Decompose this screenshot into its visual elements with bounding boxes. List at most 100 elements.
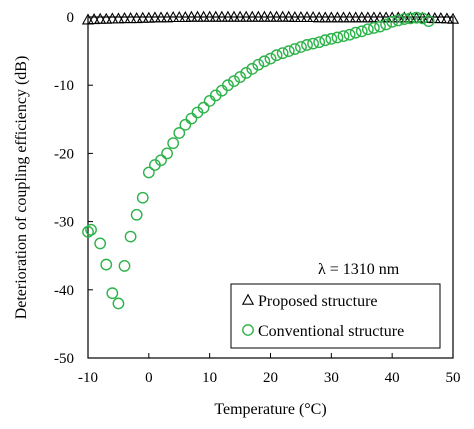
data-point-triangle xyxy=(142,11,155,23)
data-point-triangle xyxy=(100,12,113,24)
data-point-circle xyxy=(234,71,246,83)
data-point-circle xyxy=(313,36,326,49)
data-point-triangle xyxy=(209,10,222,22)
data-point-triangle xyxy=(282,10,295,22)
data-point-triangle xyxy=(118,12,131,24)
x-tick-label: -10 xyxy=(78,370,98,386)
y-axis-title: Deterioration of coupling efficiency (dB… xyxy=(13,56,30,320)
data-point-triangle xyxy=(361,11,374,23)
data-point-triangle xyxy=(112,12,125,24)
x-tick-label: 50 xyxy=(446,370,461,386)
data-point-circle xyxy=(142,166,155,179)
data-point-circle xyxy=(161,147,173,160)
x-tick-label: 30 xyxy=(324,370,339,386)
data-point-triangle xyxy=(313,11,326,23)
data-point-circle xyxy=(203,94,216,107)
x-axis-title: Temperature (°C) xyxy=(214,401,326,418)
data-point-triangle xyxy=(203,10,216,22)
legend-triangle-shape xyxy=(241,293,255,305)
data-point-circle xyxy=(410,11,423,24)
data-point-triangle xyxy=(94,12,107,24)
x-tick-label: 40 xyxy=(385,370,400,386)
data-point-triangle xyxy=(179,11,192,23)
data-point-triangle xyxy=(343,11,356,23)
data-point-circle xyxy=(100,258,113,271)
data-point-triangle xyxy=(124,12,137,24)
data-point-triangle xyxy=(130,12,143,24)
y-tick-label: -20 xyxy=(54,146,74,162)
data-point-circle xyxy=(422,15,435,27)
data-point-circle xyxy=(155,154,167,167)
data-point-triangle xyxy=(233,10,247,22)
data-point-circle xyxy=(118,260,131,272)
data-point-triangle xyxy=(306,11,320,23)
data-point-circle xyxy=(82,225,94,238)
data-point-circle xyxy=(295,41,307,53)
data-point-triangle xyxy=(440,12,454,24)
data-point-circle xyxy=(185,112,198,125)
data-point-circle xyxy=(337,30,350,42)
data-point-triangle xyxy=(367,11,381,23)
data-point-circle xyxy=(355,25,368,38)
legend-box xyxy=(230,283,441,349)
data-point-triangle xyxy=(227,10,241,22)
data-point-circle xyxy=(228,75,240,88)
data-point-circle xyxy=(270,49,283,62)
data-point-triangle xyxy=(337,11,350,23)
data-point-triangle xyxy=(167,11,180,23)
data-point-triangle xyxy=(154,11,168,23)
data-point-triangle xyxy=(173,11,186,23)
data-point-circle xyxy=(343,28,356,41)
data-point-triangle xyxy=(355,11,368,23)
wavelength-annotation: λ = 1310 nm xyxy=(318,261,400,278)
data-point-triangle xyxy=(148,11,162,23)
x-tick-label: 10 xyxy=(202,370,217,386)
series-layer xyxy=(81,10,460,310)
data-point-circle xyxy=(416,12,429,25)
data-point-circle xyxy=(179,118,192,131)
legend-circle-shape xyxy=(242,324,254,336)
data-point-circle xyxy=(240,67,253,79)
data-point-circle xyxy=(130,208,143,221)
data-point-triangle xyxy=(240,10,253,22)
data-point-triangle xyxy=(215,10,228,22)
data-point-triangle xyxy=(404,11,417,23)
data-point-circle xyxy=(301,39,313,51)
data-point-circle xyxy=(167,137,180,150)
data-point-triangle xyxy=(197,10,210,22)
data-point-circle xyxy=(319,34,332,47)
data-point-triangle xyxy=(136,11,149,23)
data-point-triangle xyxy=(434,12,447,24)
data-point-circle xyxy=(197,101,210,114)
data-point-triangle xyxy=(319,11,332,23)
data-point-triangle xyxy=(288,11,301,23)
data-point-circle xyxy=(368,22,380,34)
data-point-circle xyxy=(222,79,234,92)
data-point-circle xyxy=(106,287,119,300)
data-point-circle xyxy=(264,52,277,65)
data-point-triangle xyxy=(258,10,271,22)
data-point-triangle xyxy=(446,12,460,24)
y-tick-label: -50 xyxy=(54,351,74,367)
y-tick-label: -10 xyxy=(54,78,74,94)
legend-marker-circle-icon xyxy=(242,324,254,336)
series-proposed xyxy=(81,10,460,25)
data-point-triangle xyxy=(270,10,283,22)
x-tick-label: 20 xyxy=(263,370,278,386)
data-point-triangle xyxy=(422,11,435,23)
data-point-circle xyxy=(258,55,271,68)
data-point-triangle xyxy=(87,13,101,25)
data-point-triangle xyxy=(300,11,314,23)
data-point-circle xyxy=(398,13,411,25)
data-point-triangle xyxy=(294,11,308,23)
y-tick-label: -30 xyxy=(54,215,74,231)
data-point-circle xyxy=(374,20,386,33)
data-point-circle xyxy=(361,23,374,36)
data-point-circle xyxy=(288,43,301,55)
data-point-triangle xyxy=(81,13,95,25)
legend-label-proposed: Proposed structure xyxy=(258,293,378,310)
data-point-circle xyxy=(85,223,97,236)
y-tick-label: 0 xyxy=(67,10,75,26)
